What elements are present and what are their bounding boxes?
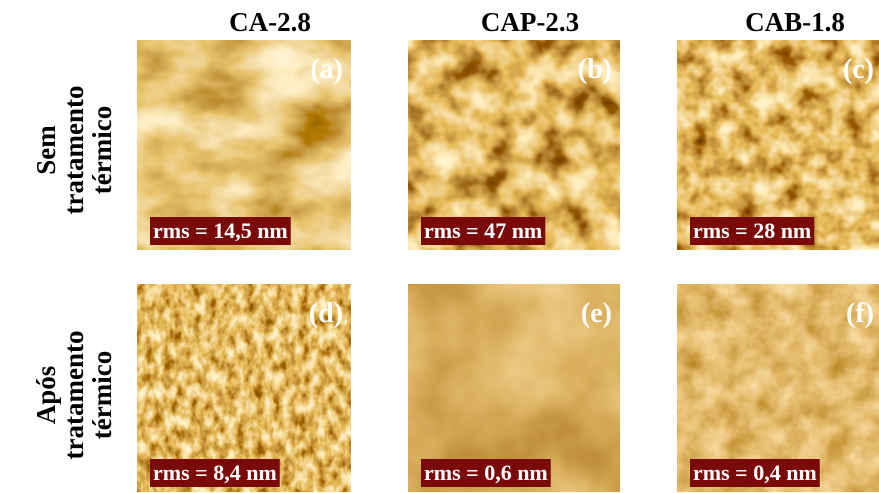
row-label-line: térmico bbox=[87, 106, 117, 194]
row-label: Sem tratamento térmico bbox=[31, 86, 117, 215]
rms-label: rms = 14,5 nm bbox=[153, 218, 288, 243]
row-label-line: térmico bbox=[87, 351, 117, 439]
panel-label: (a) bbox=[310, 54, 343, 85]
afm-panel: (f) rms = 0,4 nm bbox=[677, 284, 879, 492]
rms-label: rms = 47 nm bbox=[424, 218, 542, 243]
row-label-line: tratamento bbox=[59, 331, 89, 460]
panel-label: (e) bbox=[581, 298, 612, 329]
row-label-line: tratamento bbox=[59, 86, 89, 215]
column-header: CAP-2.3 bbox=[481, 7, 579, 37]
rms-label: rms = 8,4 nm bbox=[153, 460, 277, 485]
rms-label: rms = 0,4 nm bbox=[693, 460, 817, 485]
afm-panel: (e) rms = 0,6 nm bbox=[408, 284, 620, 492]
afm-panel: (c) rms = 28 nm bbox=[677, 40, 879, 250]
rms-label: rms = 0,6 nm bbox=[424, 460, 548, 485]
row-label-line: Sem bbox=[31, 125, 61, 175]
column-header: CA-2.8 bbox=[229, 7, 311, 37]
column-header: CAB-1.8 bbox=[745, 7, 845, 37]
afm-panel: (a) rms = 14,5 nm bbox=[137, 40, 351, 250]
panel-label: (b) bbox=[578, 54, 612, 85]
panel-label: (d) bbox=[309, 298, 343, 329]
panel-label: (c) bbox=[843, 54, 874, 85]
afm-panel: (b) rms = 47 nm bbox=[408, 40, 620, 250]
afm-panel: (d) rms = 8,4 nm bbox=[137, 284, 351, 492]
panel-grid: (a) rms = 14,5 nm (b) rms = 47 nm (c) rms = 2… bbox=[137, 40, 879, 492]
figure: CA-2.8 CAP-2.3 CAB-1.8 Sem tratamento té… bbox=[0, 0, 879, 493]
row-label-line: Após bbox=[31, 366, 61, 425]
row-label: Após tratamento térmico bbox=[31, 331, 117, 460]
rms-label: rms = 28 nm bbox=[693, 218, 811, 243]
panel-label: (f) bbox=[846, 298, 874, 329]
